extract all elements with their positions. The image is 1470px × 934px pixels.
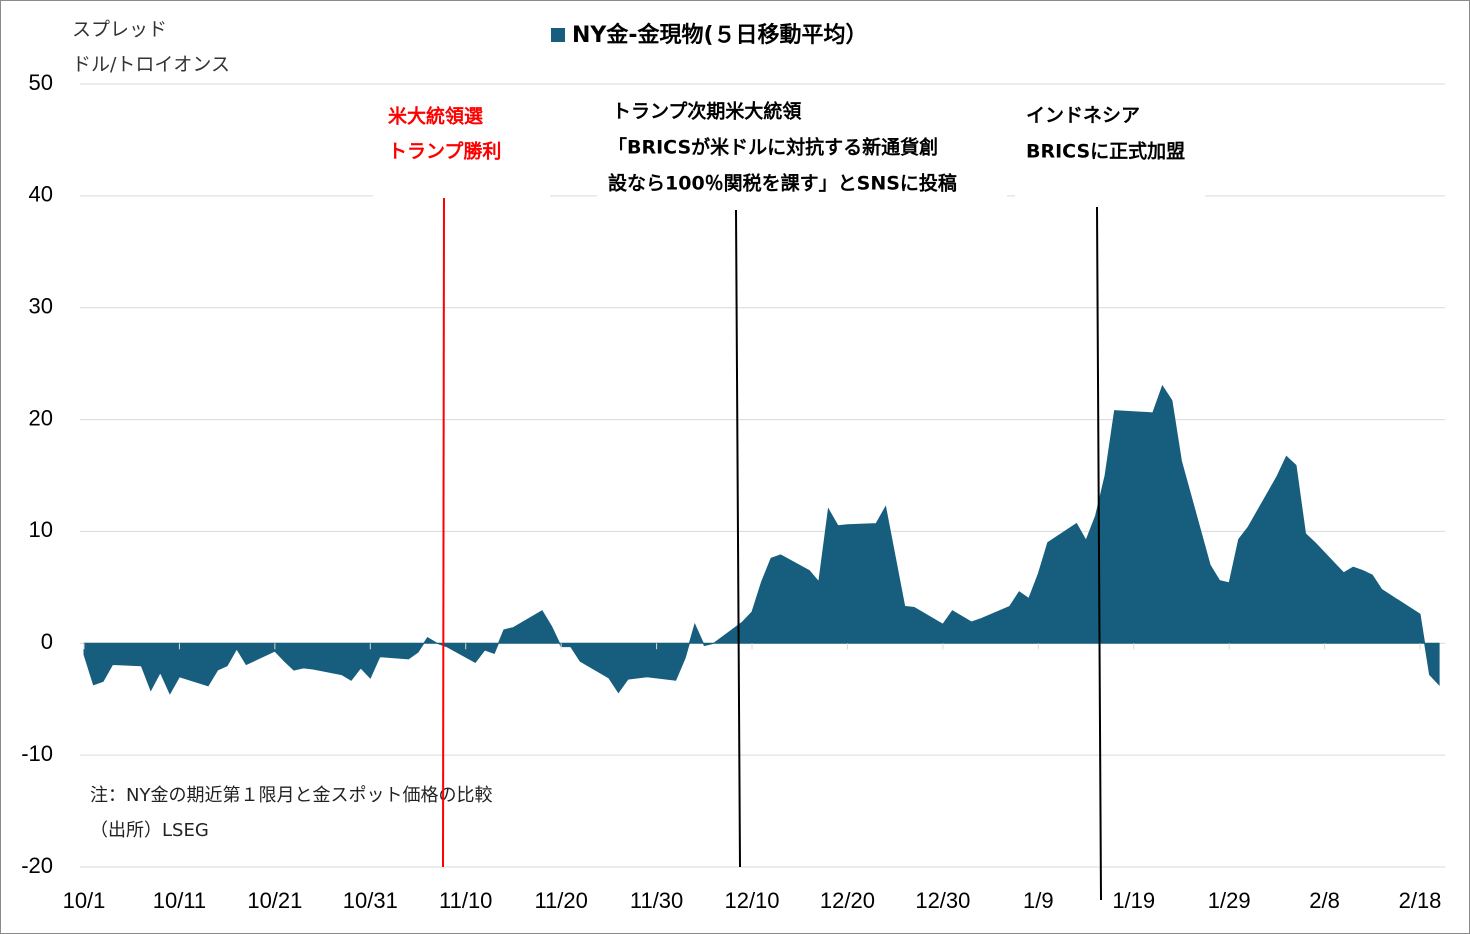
x-tick-label: 10/11 xyxy=(153,888,206,913)
x-tick-label: 12/10 xyxy=(724,888,779,913)
annotation-line xyxy=(735,209,741,868)
annotation-text: インドネシア xyxy=(1026,105,1140,127)
x-tick-label: 10/31 xyxy=(343,888,398,913)
y-tick-label: 50 xyxy=(29,70,53,95)
y-tick-label: -10 xyxy=(21,741,53,766)
annotation-background xyxy=(597,92,1007,202)
annotation-line xyxy=(1096,206,1102,901)
x-tick-label: 11/30 xyxy=(630,888,683,913)
y-tick-label: 20 xyxy=(29,405,53,430)
x-tick-label: 11/20 xyxy=(534,888,587,913)
annotation-text: 「BRICSが米ドルに対抗する新通貨創 xyxy=(608,136,938,159)
note: （出所）LSEG xyxy=(90,820,209,841)
y-tick-label: 40 xyxy=(29,182,53,207)
x-tick-label: 2/18 xyxy=(1399,888,1442,913)
legend-swatch xyxy=(551,28,565,42)
x-tick-label: 12/20 xyxy=(820,888,875,913)
x-tick-label: 10/1 xyxy=(63,888,106,913)
y-axis-label: スプレッド xyxy=(72,19,167,41)
x-tick-label: 1/9 xyxy=(1023,888,1054,913)
x-tick-label: 11/10 xyxy=(439,888,492,913)
y-axis-label: ドル/トロイオンス xyxy=(72,54,230,76)
x-tick-label: 10/21 xyxy=(247,888,302,913)
x-tick-label: 1/19 xyxy=(1112,888,1155,913)
annotation-text: 米大統領選 xyxy=(388,105,483,128)
annotation-text: 設なら100％関税を課す」とSNSに投稿 xyxy=(608,172,957,195)
annotation-text: トランプ勝利 xyxy=(388,140,501,163)
annotation-background xyxy=(373,95,550,205)
y-tick-label: 30 xyxy=(29,294,53,319)
annotation-background xyxy=(1015,95,1205,200)
x-tick-label: 2/8 xyxy=(1309,888,1340,913)
annotation-text: トランプ次期米大統領 xyxy=(612,100,802,123)
y-tick-label: 10 xyxy=(29,517,53,542)
annotation-line xyxy=(442,197,445,868)
x-tick-label: 1/29 xyxy=(1208,888,1251,913)
x-tick-label: 12/30 xyxy=(915,888,970,913)
annotation-text: BRICSに正式加盟 xyxy=(1026,140,1185,163)
note: 注：NY金の期近第１限月と金スポット価格の比較 xyxy=(90,785,492,806)
y-tick-label: -20 xyxy=(21,853,53,878)
y-tick-label: 0 xyxy=(41,629,53,654)
legend-label: NY金-金現物(５日移動平均） xyxy=(572,22,868,48)
